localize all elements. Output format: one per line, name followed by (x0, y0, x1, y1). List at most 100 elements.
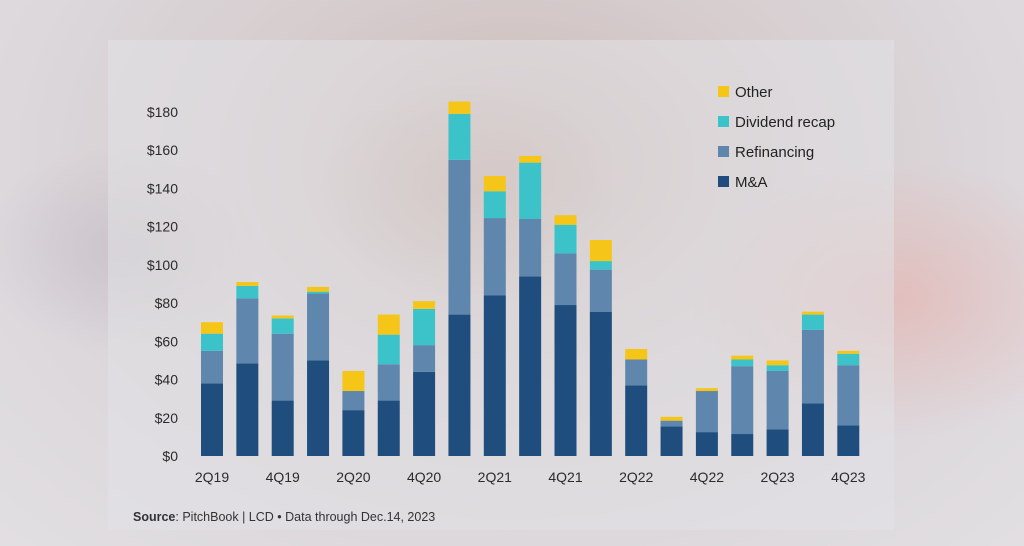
bar-refinancing-2Q20 (342, 391, 365, 411)
bar-other-2Q19 (201, 322, 223, 334)
x-tick-label: 2Q21 (478, 469, 512, 485)
bar-refinancing-2Q19 (201, 350, 223, 384)
bar-m-a-2Q20 (342, 410, 365, 456)
bar-refinancing-3Q20 (377, 364, 400, 401)
bar-dividend-recap-3Q23 (801, 314, 824, 330)
x-tick-label: 4Q20 (407, 469, 441, 485)
bar-other-3Q20 (377, 314, 400, 335)
y-tick-label: $0 (162, 448, 178, 464)
x-tick-label: 2Q22 (619, 469, 653, 485)
bar-m-a-3Q19 (236, 363, 259, 456)
y-tick-label: $60 (155, 333, 179, 349)
bar-dividend-recap-2Q21 (483, 191, 506, 219)
bar-dividend-recap-4Q20 (413, 308, 436, 346)
bar-m-a-3Q21 (519, 276, 542, 456)
legend-label: Dividend recap (735, 114, 835, 131)
bar-m-a-1Q20 (307, 360, 330, 456)
bar-other-1Q22 (589, 240, 612, 262)
bar-refinancing-4Q22 (695, 391, 718, 433)
bar-other-2Q23 (766, 360, 789, 366)
bar-dividend-recap-4Q23 (837, 353, 860, 366)
bar-m-a-2Q22 (625, 385, 648, 456)
bar-refinancing-4Q23 (837, 365, 860, 426)
bar-other-1Q20 (307, 286, 330, 292)
x-tick-label: 2Q19 (195, 469, 229, 485)
y-tick-label: $120 (147, 219, 178, 235)
legend-label: M&A (735, 174, 768, 191)
bar-other-4Q20 (413, 301, 436, 309)
bar-dividend-recap-1Q22 (589, 261, 612, 270)
bar-other-3Q23 (801, 311, 824, 315)
bar-refinancing-1Q20 (307, 293, 330, 361)
bar-m-a-1Q23 (731, 434, 754, 456)
bar-dividend-recap-4Q19 (271, 318, 294, 334)
bar-m-a-4Q19 (271, 400, 294, 456)
bar-dividend-recap-1Q23 (731, 359, 754, 367)
bar-other-1Q23 (731, 355, 754, 360)
bar-m-a-4Q23 (837, 425, 860, 456)
bar-refinancing-2Q23 (766, 370, 789, 430)
bar-refinancing-3Q23 (801, 329, 824, 404)
bar-dividend-recap-2Q23 (766, 365, 789, 371)
bar-m-a-3Q20 (377, 400, 400, 456)
bar-refinancing-2Q22 (625, 359, 648, 386)
bar-m-a-2Q23 (766, 429, 789, 456)
bar-other-2Q22 (625, 348, 648, 360)
bar-other-4Q22 (695, 388, 718, 392)
bar-refinancing-4Q21 (554, 253, 577, 306)
bar-other-1Q21 (448, 101, 471, 114)
bar-refinancing-1Q22 (589, 269, 612, 312)
bar-m-a-2Q19 (201, 383, 223, 456)
bar-dividend-recap-3Q20 (377, 334, 400, 365)
bar-m-a-3Q23 (801, 403, 824, 456)
legend-label: Other (735, 84, 773, 101)
bar-other-3Q21 (519, 155, 542, 163)
bar-m-a-3Q22 (660, 426, 683, 456)
bar-dividend-recap-3Q19 (236, 285, 259, 299)
bar-dividend-recap-2Q19 (201, 333, 223, 351)
legend-swatch-dividend-recap (718, 116, 729, 127)
bar-other-2Q20 (342, 370, 365, 392)
y-tick-label: $140 (147, 180, 178, 196)
y-tick-label: $160 (147, 142, 178, 158)
bar-dividend-recap-1Q20 (307, 291, 330, 294)
legend-label: Refinancing (735, 144, 814, 161)
source-note: Source: PitchBook | LCD • Data through D… (133, 510, 435, 524)
legend-swatch-m-a (718, 176, 729, 187)
bar-m-a-2Q21 (483, 295, 506, 456)
legend-swatch-other (718, 86, 729, 97)
bar-refinancing-3Q21 (519, 219, 542, 277)
bar-refinancing-1Q21 (448, 159, 471, 315)
x-tick-label: 4Q19 (266, 469, 300, 485)
bar-dividend-recap-1Q21 (448, 113, 471, 160)
legend-swatch-refinancing (718, 146, 729, 157)
bar-refinancing-2Q21 (483, 218, 506, 296)
y-tick-label: $180 (147, 104, 178, 120)
y-tick-label: $100 (147, 257, 178, 273)
bar-refinancing-4Q20 (413, 345, 436, 372)
source-label: Source (133, 510, 176, 524)
bar-other-2Q21 (483, 176, 506, 192)
bar-m-a-1Q21 (448, 314, 471, 456)
bar-m-a-4Q20 (413, 371, 436, 456)
bar-refinancing-3Q19 (236, 298, 259, 364)
x-tick-label: 2Q23 (760, 469, 794, 485)
bar-m-a-1Q22 (589, 311, 612, 456)
x-tick-label: 2Q20 (336, 469, 370, 485)
y-tick-label: $20 (155, 410, 179, 426)
bar-refinancing-1Q23 (731, 366, 754, 435)
bar-other-3Q19 (236, 282, 259, 286)
x-tick-label: 4Q23 (831, 469, 865, 485)
bar-other-4Q23 (837, 350, 860, 354)
bar-m-a-4Q21 (554, 305, 577, 456)
bar-other-4Q19 (271, 315, 294, 319)
x-tick-label: 4Q22 (690, 469, 724, 485)
bar-refinancing-3Q22 (660, 420, 683, 427)
bar-m-a-4Q22 (695, 432, 718, 456)
bar-refinancing-4Q19 (271, 333, 294, 401)
bar-other-4Q21 (554, 215, 577, 225)
bar-other-3Q22 (660, 416, 683, 421)
x-tick-label: 4Q21 (548, 469, 582, 485)
y-tick-label: $40 (155, 372, 179, 388)
